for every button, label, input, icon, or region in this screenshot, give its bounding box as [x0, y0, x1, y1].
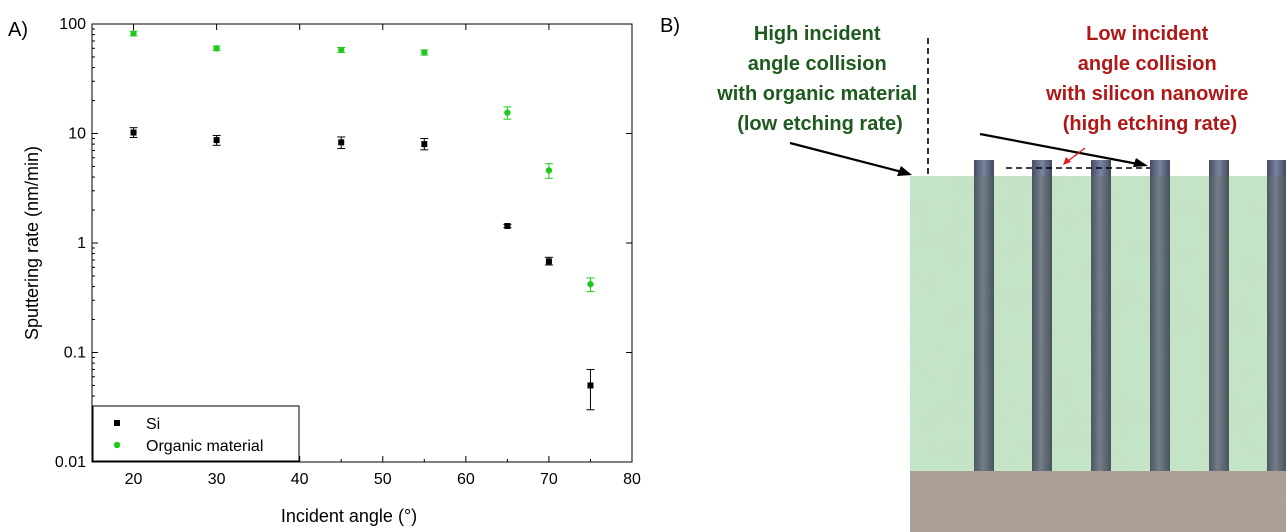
left-collision-arrow-shaft	[789, 141, 907, 175]
x-axis-title: Incident angle (°)	[281, 506, 417, 526]
data-point	[130, 129, 137, 136]
panel-a-chart: A) 20 30 40 50 60 70 80 0.01 0.1 1 10 100 Incident…	[8, 16, 641, 526]
x-tick-label: 60	[457, 471, 475, 488]
x-tick-label: 50	[374, 471, 392, 488]
data-point	[421, 49, 428, 56]
x-tick-label: 20	[125, 471, 143, 488]
x-tick-label: 30	[208, 471, 226, 488]
data-point	[545, 258, 552, 265]
y-tick-label: 1	[77, 235, 86, 252]
right-annotation: Low incident angle collision with silico…	[1045, 23, 1254, 135]
x-tick-label: 40	[291, 471, 309, 488]
x-tick-label: 80	[623, 471, 641, 488]
data-point	[545, 167, 553, 174]
nanowire	[1209, 160, 1229, 471]
y-tick-label: 0.1	[64, 345, 86, 362]
red-pointer-line	[1067, 147, 1086, 162]
series-si	[129, 127, 595, 411]
legend-organic-label: Organic material	[146, 438, 263, 455]
panel-b-label: B)	[660, 15, 680, 37]
nanowire	[1150, 160, 1170, 471]
right-collision-arrow-shaft	[979, 132, 1139, 166]
x-tick-label: 70	[540, 471, 558, 488]
y-tick-label: 0.01	[55, 454, 86, 471]
legend-organic-marker	[113, 441, 121, 449]
legend-si-marker	[114, 420, 120, 426]
data-point	[130, 30, 137, 37]
data-point	[338, 46, 345, 54]
legend-si-label: Si	[146, 416, 160, 433]
nanowire	[974, 160, 994, 471]
panel-b-diagram: B)	[660, 15, 1286, 532]
data-point	[213, 45, 220, 52]
y-tick-label: 10	[68, 126, 86, 143]
legend: Si Organic material	[92, 405, 300, 462]
nanowire	[1091, 160, 1111, 471]
data-point	[213, 137, 220, 144]
nanowire	[1267, 160, 1286, 471]
data-point	[421, 141, 428, 148]
data-point	[587, 382, 594, 389]
panel-a-label: A)	[8, 19, 28, 41]
y-axis-title: Sputtering rate (nm/min)	[22, 146, 42, 340]
substrate-layer	[910, 471, 1286, 532]
red-pointer-arrowhead	[1063, 157, 1071, 165]
silicon-nanowires	[974, 160, 1286, 471]
y-tick-label: 100	[59, 16, 86, 33]
right-collision-arrowhead	[1133, 158, 1148, 167]
left-collision-arrowhead	[897, 166, 912, 176]
data-series	[129, 30, 595, 411]
plot-frame	[91, 23, 633, 463]
x-axis-ticks: 20 30 40 50 60 70 80	[91, 24, 641, 488]
data-point	[587, 281, 594, 288]
data-point	[504, 109, 511, 116]
nanowire	[1032, 160, 1052, 471]
data-point	[504, 222, 511, 229]
data-point	[338, 139, 345, 146]
left-annotation: High incident angle collision with organ…	[716, 23, 923, 135]
series-organic-material	[129, 30, 595, 293]
legend-box	[92, 405, 300, 462]
y-axis-ticks: 0.01 0.1 1 10 100	[55, 16, 632, 471]
